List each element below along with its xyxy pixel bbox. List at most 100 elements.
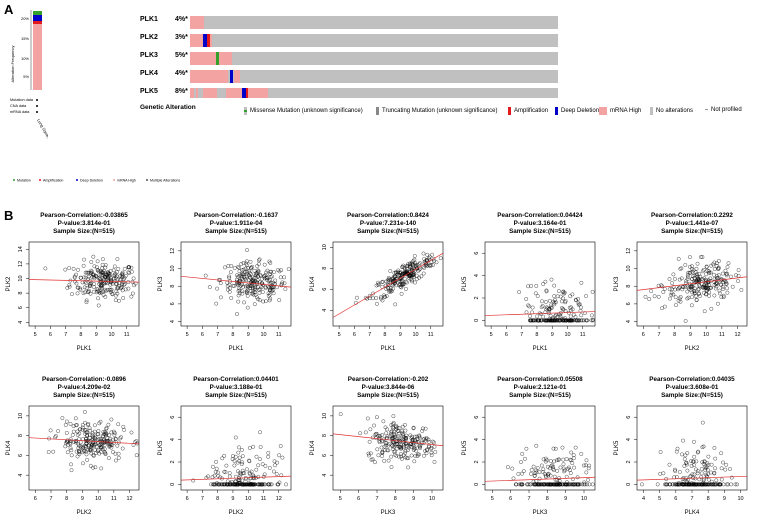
scatter-point: [116, 455, 121, 460]
scatter-point: [276, 482, 280, 487]
scatter-point: [232, 458, 237, 463]
scatter-point: [726, 261, 731, 266]
scatter-point: [430, 252, 434, 257]
scatter-point: [242, 471, 247, 475]
scatter-title-pvalue: P-value:3.844e-06: [362, 384, 415, 391]
scatter-point: [268, 482, 273, 487]
scatter-point: [277, 480, 282, 485]
scatter-point: [91, 285, 96, 289]
gene-label-plk1: PLK1: [140, 16, 158, 23]
scatter-point: [694, 459, 699, 464]
scatter-point: [699, 255, 703, 259]
scatter-point: [403, 442, 408, 446]
scatter-point: [283, 287, 288, 291]
scatter-point: [87, 426, 92, 430]
scatter-point: [88, 428, 93, 433]
scatter-point: [401, 433, 405, 438]
scatter-point: [519, 460, 523, 464]
scatter-point: [266, 482, 271, 487]
scatter-point: [539, 305, 544, 310]
scatter-point: [669, 287, 674, 291]
scatter-point: [568, 294, 573, 299]
scatter-point: [584, 458, 589, 463]
scatter-point: [413, 280, 417, 285]
scatter-point: [92, 264, 97, 269]
scatter-point: [107, 271, 111, 276]
scatter-point: [89, 260, 94, 264]
x-axis-label: PLK2: [229, 510, 244, 516]
scatter-point: [517, 290, 521, 294]
scatter-point: [86, 423, 90, 427]
scatter-point: [236, 283, 240, 288]
scatter-point: [235, 312, 239, 316]
scatter-point: [387, 278, 392, 283]
scatter-point: [395, 442, 399, 446]
scatter-title-correlation: Pearson-Correlation:-0.0896: [42, 376, 126, 383]
scatter-point: [64, 441, 68, 446]
scatter-point: [523, 456, 527, 461]
scatter-point: [241, 471, 245, 475]
scatter-point: [65, 286, 70, 290]
scatter-point: [94, 451, 98, 455]
scatter-point: [723, 278, 727, 283]
scatter-point: [685, 289, 690, 294]
scatter-point: [558, 313, 562, 317]
scatter-point: [547, 482, 552, 487]
scatter-point: [370, 435, 375, 440]
scatter-point: [98, 276, 103, 281]
scatter-point: [520, 482, 525, 487]
scatter-point: [104, 438, 109, 443]
scatter-point: [120, 282, 124, 287]
scatter-point: [391, 414, 396, 418]
scatter-point: [715, 261, 719, 266]
scatter-point: [545, 482, 549, 487]
scatter-point: [373, 432, 378, 437]
x-tick-label: 11: [428, 332, 434, 338]
y-tick-label: 10: [322, 244, 328, 250]
scatter-point: [529, 471, 533, 476]
plot-frame: [636, 241, 748, 327]
scatter-point: [716, 301, 720, 306]
scatter-point: [237, 288, 242, 293]
scatter-point: [286, 267, 291, 271]
scatter-point: [563, 482, 568, 487]
scatter-point: [680, 482, 685, 487]
scatter-point: [240, 282, 244, 287]
scatter-point: [376, 283, 381, 287]
scatter-point: [118, 278, 122, 282]
scatter-point: [121, 296, 126, 300]
scatter-point: [105, 277, 110, 281]
scatter-point: [683, 263, 688, 267]
scatter-point: [211, 482, 216, 487]
scatter-point: [266, 451, 271, 455]
scatter-point: [423, 449, 427, 453]
scatter-point: [98, 439, 103, 443]
scatter-point: [408, 433, 413, 438]
scatter-point: [412, 444, 417, 449]
scatter-point: [716, 273, 721, 278]
scatter-point: [568, 471, 573, 475]
scatter-point: [134, 453, 139, 458]
scatter-point: [121, 277, 126, 282]
scatter-point: [225, 280, 230, 285]
scatter-point: [219, 295, 223, 300]
scatter-point: [386, 458, 391, 463]
scatter-point: [88, 282, 93, 286]
scatter-point: [245, 283, 250, 288]
scatter-point: [235, 460, 240, 465]
scatter-point: [415, 440, 420, 444]
scatter-point: [241, 272, 246, 277]
scatter-point: [589, 313, 594, 318]
x-tick-label: 5: [338, 332, 341, 338]
scatter-point: [114, 293, 118, 298]
x-tick-label: 6: [674, 496, 677, 502]
scatter-point: [524, 297, 529, 301]
oncoprint-alteration: [190, 88, 194, 101]
x-tick-label: 8: [79, 332, 82, 338]
x-axis-label: PLK1: [533, 346, 548, 352]
scatter-point: [213, 469, 218, 474]
scatter-point: [82, 257, 86, 262]
scatter-point: [262, 274, 267, 279]
scatter-point: [384, 441, 389, 445]
scatter-point: [569, 458, 574, 463]
